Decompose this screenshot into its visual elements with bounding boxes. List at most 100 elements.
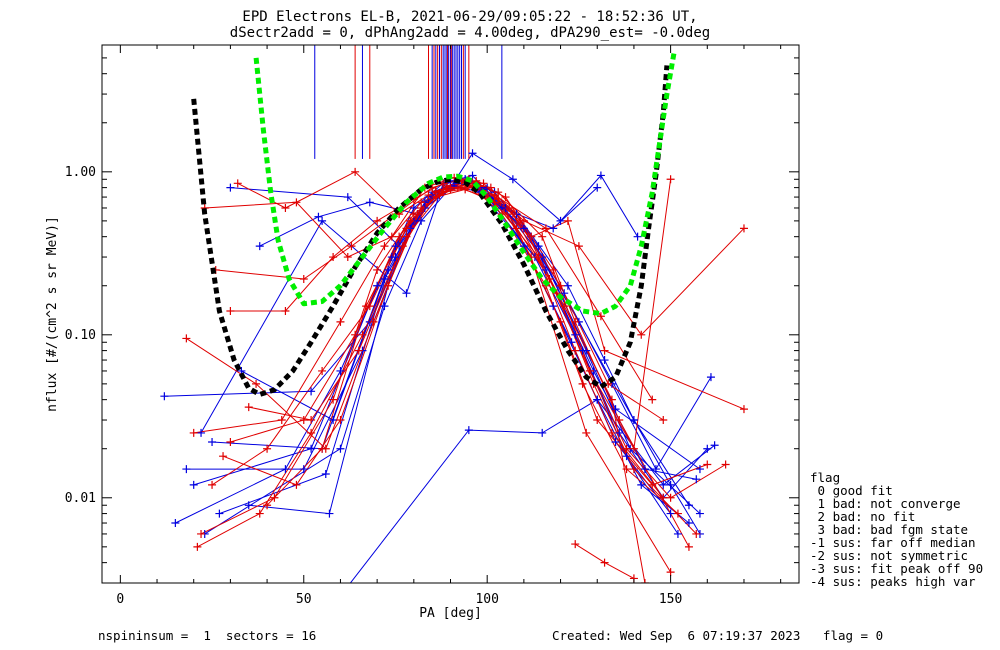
data-point-marker [373,281,382,290]
data-point-marker [501,193,510,202]
data-point-marker [307,387,316,396]
data-point-marker [252,379,261,388]
data-point-marker [329,395,338,404]
data-point-marker [325,509,334,518]
data-point-marker [556,281,565,290]
data-point-marker [244,403,253,412]
data-point-marker [292,198,301,207]
data-point-marker [666,480,675,489]
data-point-marker [578,346,587,355]
data-point-marker [244,501,253,510]
data-point-marker [651,465,660,474]
data-point-marker [343,193,352,202]
data-point-marker [208,480,217,489]
legend-item: 1 bad: not converge [810,496,961,511]
data-point-marker [263,501,272,510]
data-point-marker [585,366,594,375]
data-point-marker [560,302,569,311]
data-point-marker [684,501,693,510]
data-point-marker [468,149,477,158]
data-point-marker [574,242,583,251]
data-point-marker [684,542,693,551]
data-point-marker [351,330,360,339]
data-point-marker [560,289,569,298]
data-point-marker [365,198,374,207]
data-point-marker [596,171,605,180]
data-point-marker [666,493,675,502]
footer-info: nspininsum = 1 sectors = 16 [98,628,317,643]
data-point-marker [299,416,308,425]
chart-title-line-1: EPD Electrons EL-B, 2021-06-29/09:05:22 … [242,9,698,25]
data-point-marker [391,253,400,262]
data-point-marker [541,265,550,274]
series-line-red [248,180,672,573]
data-point-marker [622,452,631,461]
data-point-marker [362,302,371,311]
series-line-red [186,180,646,583]
data-point-marker [182,334,191,343]
data-point-marker [384,265,393,274]
data-point-marker [593,416,602,425]
data-point-marker [369,317,378,326]
data-point-marker [556,317,565,326]
data-point-marker [556,216,565,225]
data-point-marker [739,224,748,233]
data-point-marker [226,183,235,192]
data-point-marker [703,460,712,469]
data-point-marker [233,179,242,188]
y-tick-label: 0.10 [65,328,96,343]
data-point-marker [659,416,668,425]
data-point-marker [442,181,451,190]
data-point-marker [453,183,462,192]
data-point-marker [695,509,704,518]
data-point-marker [446,183,455,192]
data-point-marker [578,379,587,388]
series-line-blue [259,152,639,247]
data-point-marker [299,274,308,283]
data-point-marker [402,232,411,241]
data-point-marker [406,216,415,225]
data-point-marker [380,274,389,283]
data-point-marker [263,444,272,453]
data-point-marker [637,330,646,339]
series-line-blue [212,185,697,480]
data-point-marker [208,437,217,446]
data-point-marker [464,426,473,435]
x-tick-label: 150 [659,592,682,607]
data-point-marker [571,540,580,549]
data-point-marker [648,395,657,404]
data-point-marker [226,437,235,446]
data-point-marker [516,216,525,225]
data-point-marker [607,428,616,437]
data-point-marker [640,465,649,474]
data-point-marker [417,216,426,225]
data-point-marker [307,416,316,425]
data-point-marker [571,317,580,326]
data-point-marker [281,306,290,315]
x-tick-label: 0 [116,592,124,607]
legend: flag 0 good fit 1 bad: not converge 2 ba… [810,471,983,588]
data-point-marker [739,405,748,414]
data-point-marker [336,444,345,453]
data-point-marker [549,302,558,311]
data-point-marker [402,289,411,298]
data-point-marker [182,465,191,474]
data-point-marker [666,568,675,577]
data-point-marker [171,519,180,528]
data-point-marker [600,558,609,567]
data-point-marker [384,281,393,290]
series-line-red [266,185,697,535]
data-point-marker [468,171,477,180]
data-point-marker [321,444,330,453]
data-point-marker [354,346,363,355]
axes-layer: 0 50 100 150 0.01 0.10 1.00 PA [deg] nflux [#/(c… [45,44,799,621]
data-point-marker [666,175,675,184]
data-point-marker [721,460,730,469]
data-point-marker [255,509,264,518]
data-point-marker [622,465,631,474]
data-point-marker [307,444,316,453]
data-point-marker [571,346,580,355]
data-point-marker [189,480,198,489]
data-point-marker [439,185,448,194]
data-point-marker [461,185,470,194]
